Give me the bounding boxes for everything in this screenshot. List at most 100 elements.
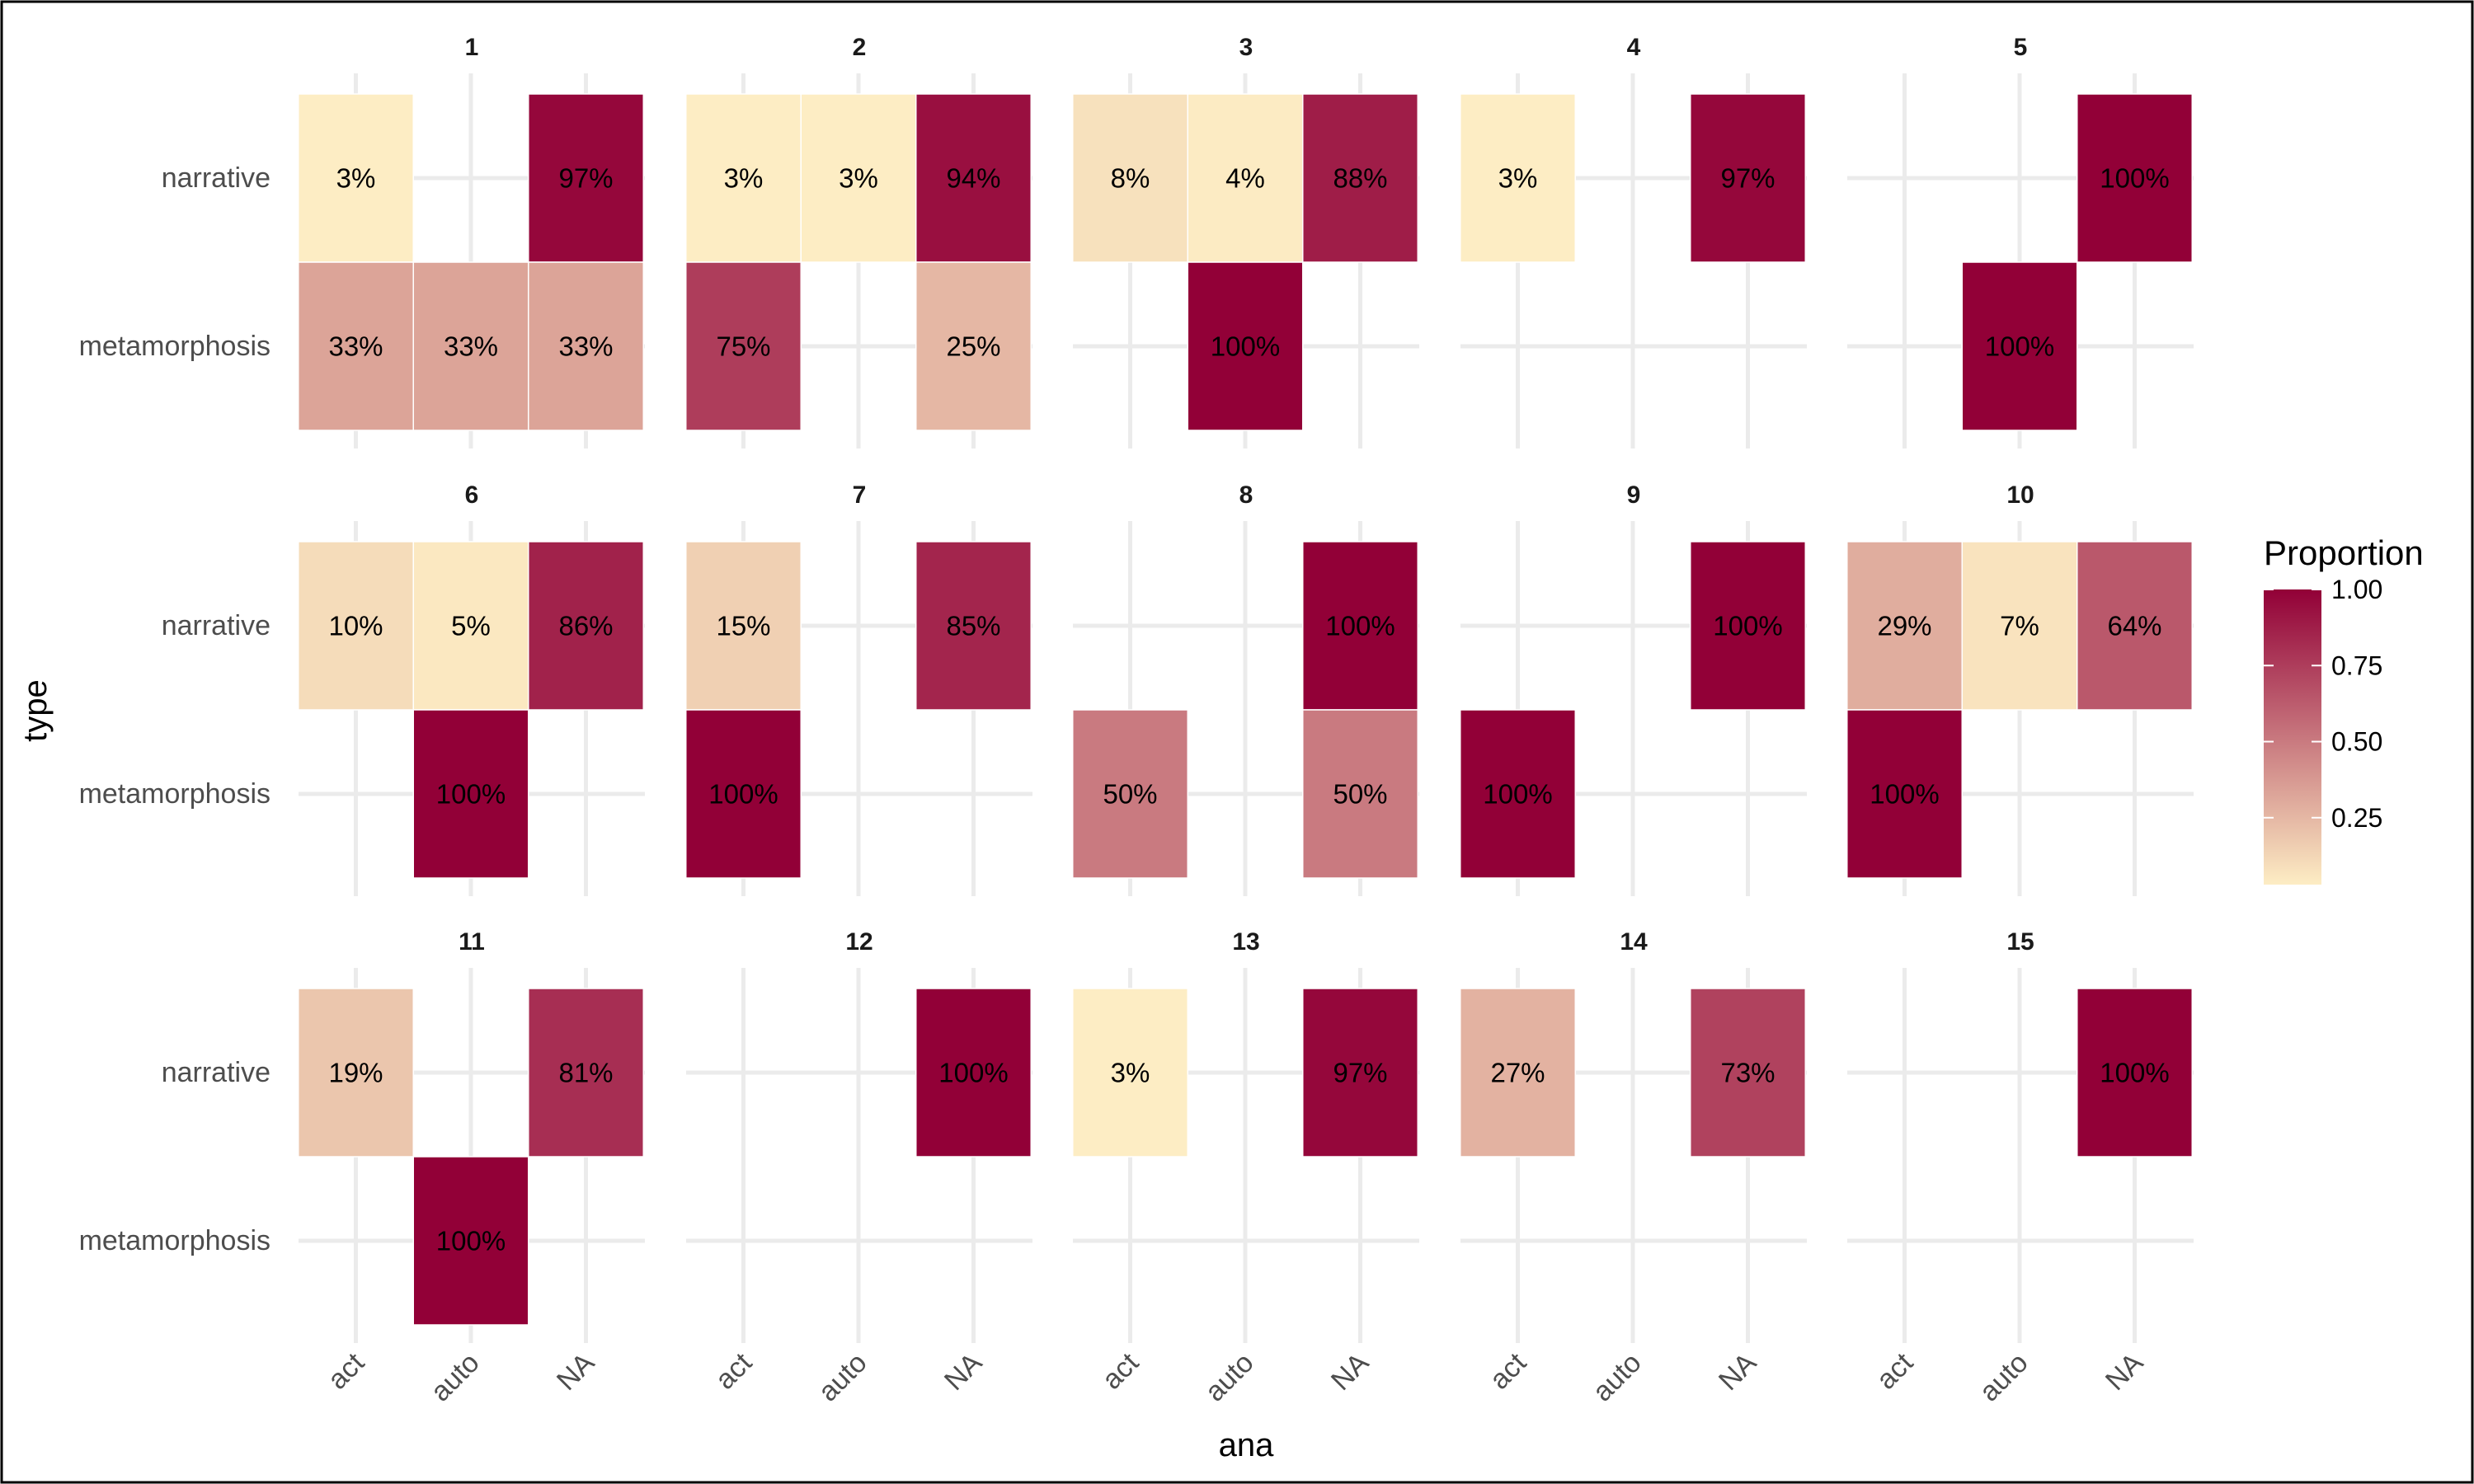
cell-label-2-NA-metamorphosis: 25% (946, 331, 1000, 362)
heat-cell-6-auto-narrative (412, 541, 529, 711)
cell-label-1-auto-metamorphosis: 33% (444, 331, 498, 362)
legend-color-bar (2264, 589, 2321, 885)
facet-title-8: 8 (1239, 481, 1253, 509)
heat-cell-1-NA-narrative (528, 93, 644, 263)
cell-label-4-act-narrative: 3% (1498, 163, 1538, 194)
facet-title-13: 13 (1232, 928, 1259, 956)
cell-label-10-act-narrative: 29% (1877, 611, 1931, 641)
heat-cell-1-auto-metamorphosis (412, 261, 529, 431)
cell-label-7-NA-narrative: 85% (946, 611, 1000, 641)
cell-label-1-NA-metamorphosis: 33% (558, 331, 613, 362)
heat-cell-14-act-narrative (1460, 988, 1576, 1158)
facet-title-9: 9 (1627, 481, 1641, 509)
cell-label-15-NA-narrative: 100% (2100, 1058, 2169, 1088)
y-tick-label-narrative-row2: narrative (162, 610, 270, 641)
cell-label-1-act-metamorphosis: 33% (328, 331, 383, 362)
heat-cell-2-act-narrative (685, 93, 802, 263)
facet-title-5: 5 (2014, 34, 2028, 61)
heat-cell-8-NA-metamorphosis (1302, 709, 1418, 879)
cell-label-13-act-narrative: 3% (1111, 1058, 1150, 1088)
cell-label-5-auto-metamorphosis: 100% (1985, 331, 2054, 362)
cell-label-6-act-narrative: 10% (328, 611, 383, 641)
cell-label-1-NA-narrative: 97% (558, 163, 613, 194)
cell-label-6-NA-narrative: 86% (558, 611, 613, 641)
heat-cell-12-NA-narrative (915, 988, 1032, 1158)
cell-label-14-NA-narrative: 73% (1720, 1058, 1775, 1088)
heat-cell-1-NA-metamorphosis (528, 261, 644, 431)
heat-cell-6-NA-narrative (528, 541, 644, 711)
heat-cell-7-NA-narrative (915, 541, 1032, 711)
facet-title-1: 1 (465, 34, 479, 61)
y-tick-label-narrative-row1: narrative (162, 162, 270, 194)
cell-label-2-act-metamorphosis: 75% (716, 331, 770, 362)
cell-label-3-act-narrative: 8% (1111, 163, 1150, 194)
legend-label-0.75: 0.75 (2331, 650, 2382, 680)
heat-cell-9-act-metamorphosis (1460, 709, 1576, 879)
heat-cell-5-auto-metamorphosis (1961, 261, 2078, 431)
heat-cell-10-auto-narrative (1961, 541, 2078, 711)
cell-label-11-auto-metamorphosis: 100% (436, 1226, 506, 1256)
cell-label-12-NA-narrative: 100% (938, 1058, 1008, 1088)
cell-label-9-NA-narrative: 100% (1713, 611, 1782, 641)
legend-title: Proportion (2264, 533, 2424, 572)
heat-cell-4-act-narrative (1460, 93, 1576, 263)
cell-label-2-NA-narrative: 94% (946, 163, 1000, 194)
facet-title-6: 6 (465, 481, 479, 509)
heat-cell-8-act-metamorphosis (1072, 709, 1188, 879)
facet-title-7: 7 (853, 481, 867, 509)
heat-cell-2-auto-narrative (800, 93, 917, 263)
cell-label-2-act-narrative: 3% (724, 163, 764, 194)
y-axis-title: type (17, 679, 54, 742)
cell-label-10-NA-narrative: 64% (2107, 611, 2161, 641)
heat-cell-10-NA-narrative (2077, 541, 2193, 711)
y-tick-label-metamorphosis-row3: metamorphosis (79, 1225, 270, 1256)
y-tick-label-metamorphosis-row2: metamorphosis (79, 778, 270, 810)
facet-title-11: 11 (459, 928, 485, 956)
heat-cell-10-act-metamorphosis (1846, 709, 1963, 879)
heat-cell-14-NA-narrative (1690, 988, 1806, 1158)
facet-title-3: 3 (1239, 34, 1253, 61)
heat-cell-3-act-narrative (1072, 93, 1188, 263)
heat-cell-9-NA-narrative (1690, 541, 1806, 711)
cell-label-11-NA-narrative: 81% (558, 1058, 613, 1088)
cell-label-8-NA-metamorphosis: 50% (1333, 779, 1387, 810)
cell-label-3-auto-metamorphosis: 100% (1211, 331, 1280, 362)
facet-title-12: 12 (845, 928, 872, 956)
heat-cell-2-act-metamorphosis (685, 261, 802, 431)
heat-cell-6-act-narrative (298, 541, 414, 711)
legend-layer: Proportion 1.00 0.75 0.50 0.25 (2264, 533, 2424, 885)
cell-label-9-act-metamorphosis: 100% (1483, 779, 1552, 810)
cell-label-1-act-narrative: 3% (336, 163, 376, 194)
cell-label-11-act-narrative: 19% (328, 1058, 383, 1088)
heat-cell-11-act-narrative (298, 988, 414, 1158)
heat-cell-4-NA-narrative (1690, 93, 1806, 263)
heat-cell-7-act-metamorphosis (685, 709, 802, 879)
cell-label-5-NA-narrative: 100% (2100, 163, 2169, 194)
y-tick-label-metamorphosis-row1: metamorphosis (79, 331, 270, 362)
heat-cell-3-auto-metamorphosis (1187, 261, 1304, 431)
cells-layer (298, 93, 2193, 1326)
heat-cell-2-NA-narrative (915, 93, 1032, 263)
cell-label-10-auto-narrative: 7% (2000, 611, 2039, 641)
cell-label-7-act-metamorphosis: 100% (708, 779, 778, 810)
facet-title-10: 10 (2006, 481, 2034, 509)
heat-cell-6-auto-metamorphosis (412, 709, 529, 879)
heat-cell-8-NA-narrative (1302, 541, 1418, 711)
cell-label-2-auto-narrative: 3% (839, 163, 878, 194)
y-tick-label-narrative-row3: narrative (162, 1057, 270, 1088)
heat-cell-5-NA-narrative (2077, 93, 2193, 263)
heat-cell-11-NA-narrative (528, 988, 644, 1158)
cell-label-3-auto-narrative: 4% (1225, 163, 1265, 194)
heat-cell-2-NA-metamorphosis (915, 261, 1032, 431)
facet-title-4: 4 (1627, 34, 1641, 61)
heat-cell-3-auto-narrative (1187, 93, 1304, 263)
cell-label-3-NA-narrative: 88% (1333, 163, 1387, 194)
legend-label-0.50: 0.50 (2331, 727, 2382, 757)
heat-cell-13-NA-narrative (1302, 988, 1418, 1158)
axes-layer: narrative metamorphosis narrative metamorph… (17, 162, 2149, 1463)
heat-cell-13-act-narrative (1072, 988, 1188, 1158)
heat-cell-7-act-narrative (685, 541, 802, 711)
cell-label-6-auto-narrative: 5% (451, 611, 491, 641)
